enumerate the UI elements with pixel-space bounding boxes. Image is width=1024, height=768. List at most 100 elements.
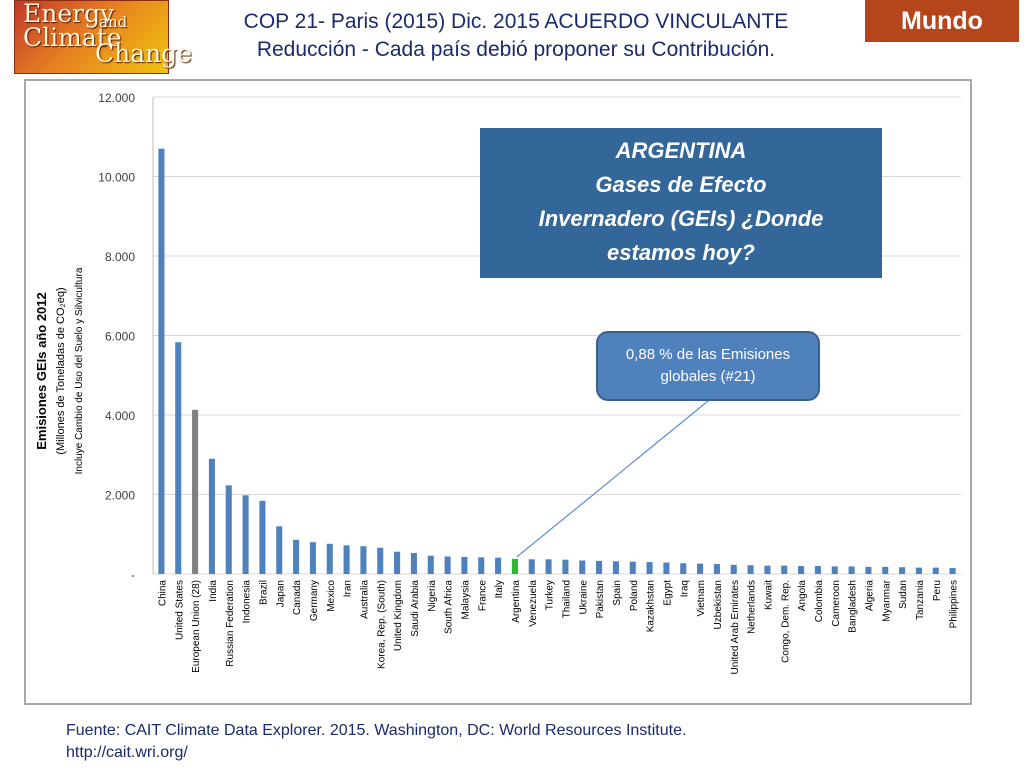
bar-turkey — [545, 559, 552, 574]
x-tick-label: France — [477, 580, 488, 612]
logo-line-4: Change — [95, 39, 193, 68]
bar-united-kingdom — [394, 551, 401, 574]
x-tick-label: Kazakhstan — [646, 580, 657, 632]
source-line-2: http://cait.wri.org/ — [66, 744, 188, 761]
x-tick-label: United States — [174, 580, 185, 640]
bar-spain — [612, 561, 619, 574]
logo-line-1: Energy — [23, 0, 115, 28]
x-tick-label: Netherlands — [747, 580, 758, 634]
x-tick-label: Colombia — [814, 580, 825, 623]
bar-india — [208, 458, 215, 574]
x-tick-label: Algeria — [864, 580, 875, 612]
bar-iraq — [680, 563, 687, 574]
x-tick-label: Iraq — [679, 580, 690, 597]
x-tick-label: Uzbekistan — [713, 580, 724, 629]
slide-title-line-2: Reducción - Cada país debió proponer su … — [256, 38, 776, 61]
bar-mexico — [326, 543, 333, 574]
bar-indonesia — [242, 495, 249, 574]
x-tick-label: Kuwait — [763, 580, 774, 610]
x-tick-label: Iran — [343, 580, 354, 597]
y-axis-title: Emisiones GEIs año 2012 — [34, 292, 49, 450]
bar-kuwait — [764, 565, 771, 574]
x-tick-label: Saudi Arabia — [410, 580, 421, 637]
x-tick-label: Mexico — [326, 580, 337, 612]
bar-bangladesh — [848, 566, 855, 574]
bar-germany — [309, 542, 316, 574]
bar-venezuela — [528, 559, 535, 574]
x-tick-label: India — [208, 580, 219, 602]
x-tick-label: Brazil — [258, 580, 269, 605]
x-tick-label: United Kingdom — [393, 580, 404, 651]
emissions-bar-chart: - 2.000 4.000 6.000 8.000 10.000 12.000 China Un… — [34, 91, 961, 675]
y-tick-label: 2.000 — [105, 489, 135, 503]
logo-line-3: Climate — [23, 23, 122, 52]
y-axis-note: Incluye Cambio de Uso del Suelo y Silvic… — [74, 267, 85, 474]
x-tick-label: European Union (28) — [191, 580, 202, 673]
x-tick-label: Australia — [359, 580, 370, 619]
x-tick-label: China — [157, 580, 168, 607]
x-tick-label: South Africa — [444, 580, 455, 634]
bar-malaysia — [461, 556, 468, 574]
y-tick-label: 6.000 — [105, 330, 135, 344]
callout-line-2: globales (#21) — [660, 368, 756, 385]
bar-peru — [932, 567, 939, 574]
bar-sudan — [899, 567, 906, 574]
x-tick-label: Vietnam — [696, 580, 707, 617]
x-tick-label: Congo, Dem. Rep. — [780, 580, 791, 663]
logo-line-2: and — [99, 13, 128, 31]
bar-nigeria — [427, 555, 434, 574]
x-tick-label: Nigeria — [427, 580, 438, 612]
bar-cameroon — [831, 566, 838, 574]
bar-uzbekistan — [713, 564, 720, 574]
y-tick-label: 4.000 — [105, 409, 135, 423]
bar-japan — [276, 526, 283, 574]
argentina-callout: 0,88 % de las Emisiones globales (#21) — [596, 331, 820, 401]
bar-france — [478, 557, 485, 574]
x-tick-label: Malaysia — [460, 580, 471, 620]
bar-philippines — [949, 568, 956, 574]
x-tick-label: Philippines — [949, 580, 960, 628]
x-tick-label: Cameroon — [831, 580, 842, 627]
x-tick-label: Myanmar — [881, 579, 892, 621]
x-tick-label: Peru — [932, 580, 943, 601]
bar-netherlands — [747, 565, 754, 574]
info-box-line-2: Gases de Efecto — [595, 172, 767, 197]
y-tick-label: 8.000 — [105, 250, 135, 264]
bar-australia — [360, 546, 367, 574]
bar-pakistan — [596, 560, 603, 574]
x-tick-label: Tanzania — [915, 580, 926, 620]
bar-ukraine — [579, 560, 586, 574]
bar-canada — [293, 539, 300, 574]
callout-pointer-line — [516, 400, 709, 558]
source-line-1: Fuente: CAIT Climate Data Explorer. 2015… — [66, 722, 687, 739]
info-box-line-3: Invernadero (GEIs) ¿Donde — [538, 206, 824, 231]
x-tick-label: Spain — [612, 580, 623, 606]
slide-title: COP 21- Paris (2015) Dic. 2015 ACUERDO V… — [176, 8, 856, 64]
callout-line-1: 0,88 % de las Emisiones — [625, 346, 791, 363]
bar-poland — [629, 561, 636, 574]
bar-algeria — [865, 566, 872, 574]
y-axis-subtitle: (Millones de Toneladas de CO₂eq) — [55, 287, 67, 454]
bar-saudi-arabia — [410, 552, 417, 574]
x-tick-label: Argentina — [511, 580, 522, 623]
bar-united-arab-emirates — [730, 564, 737, 574]
bar-myanmar — [882, 566, 889, 574]
info-box-line-4: estamos hoy? — [607, 240, 755, 265]
x-tick-label: Thailand — [561, 580, 572, 618]
x-tick-label: Sudan — [898, 580, 909, 609]
x-tick-label: Ukraine — [578, 580, 589, 615]
bar-argentina — [511, 558, 518, 574]
x-tick-label: Canada — [292, 580, 303, 615]
bar-tanzania — [915, 567, 922, 574]
bar-egypt — [663, 562, 670, 574]
bar-united-states — [175, 342, 182, 574]
x-tick-label: Korea, Rep. (South) — [376, 580, 387, 669]
x-tick-label: Venezuela — [528, 580, 539, 627]
bar-south-africa — [444, 556, 451, 574]
bar-russian-federation — [225, 485, 232, 574]
bar-iran — [343, 545, 350, 574]
bar-vietnam — [697, 563, 704, 574]
argentina-info-box: ARGENTINA Gases de Efecto Invernadero (G… — [480, 128, 882, 278]
x-tick-label: United Arab Emirates — [730, 580, 741, 675]
x-tick-label: Indonesia — [242, 580, 253, 624]
